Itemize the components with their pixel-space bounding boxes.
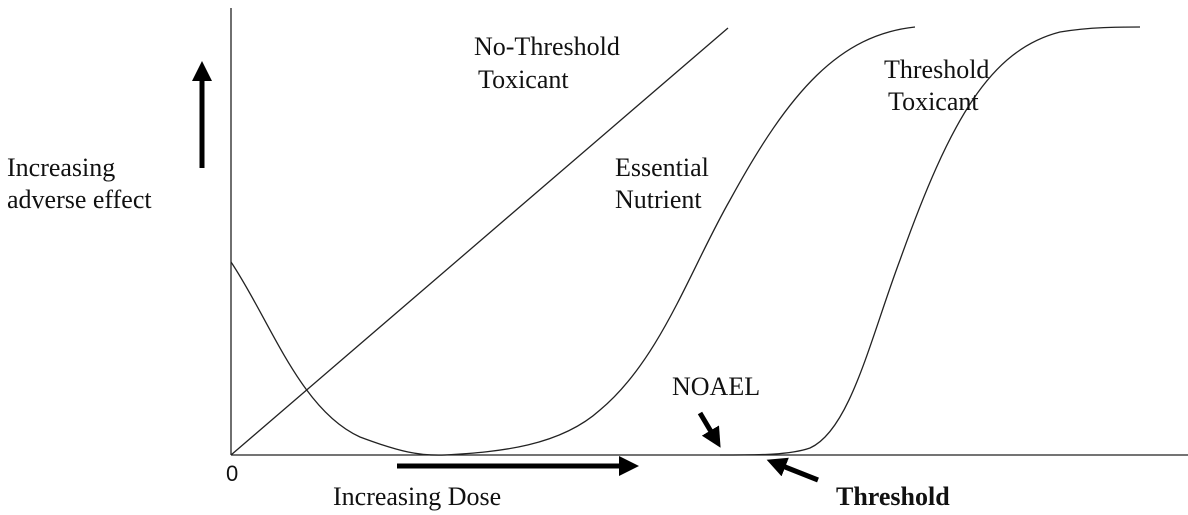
- nutrient-curve: [230, 26, 916, 456]
- annotation: Threshold: [836, 482, 950, 511]
- origin-label: 0: [226, 461, 238, 486]
- label: Essential: [615, 153, 709, 182]
- label: Toxicant: [888, 87, 979, 116]
- label: No-Threshold: [474, 32, 620, 61]
- x-axis-label: Increasing Dose: [333, 482, 501, 511]
- label: Threshold: [884, 55, 989, 84]
- annotation: NOAEL: [672, 372, 760, 401]
- y-axis-label: adverse effect: [7, 185, 152, 214]
- threshold-arrow: [766, 457, 819, 483]
- y-axis-label: Increasing: [7, 153, 115, 182]
- threshold-curve: [719, 26, 1141, 456]
- noael-arrow: [697, 411, 721, 448]
- label: Nutrient: [615, 185, 702, 214]
- no-threshold-curve: [230, 27, 729, 456]
- label: Toxicant: [478, 65, 569, 94]
